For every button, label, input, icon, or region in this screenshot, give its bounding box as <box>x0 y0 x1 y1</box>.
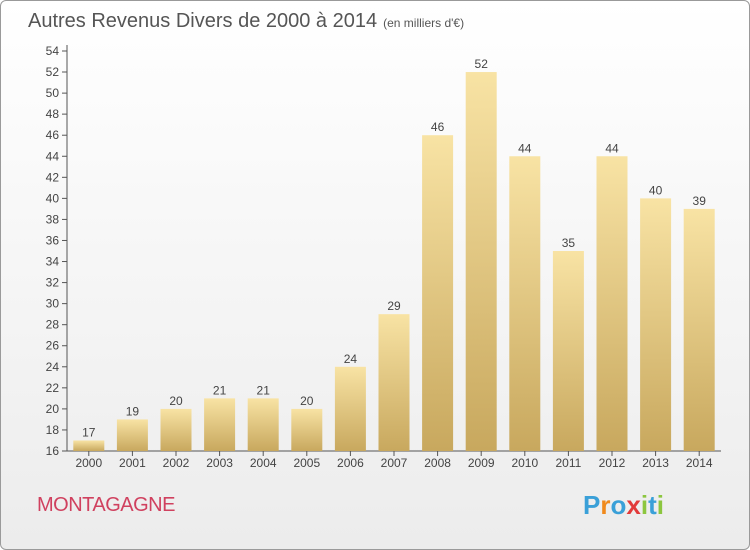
x-tick-label: 2007 <box>381 456 408 470</box>
bar <box>160 408 192 451</box>
y-tick-label: 44 <box>46 149 60 163</box>
logo-letter: i <box>656 490 664 520</box>
x-tick-label: 2011 <box>555 456 581 470</box>
bar <box>378 314 410 451</box>
data-label: 20 <box>300 394 314 408</box>
y-tick-label: 50 <box>46 86 60 100</box>
x-tick-label: 2010 <box>511 456 538 470</box>
bar <box>683 208 715 451</box>
y-tick-label: 34 <box>46 255 60 269</box>
x-tick-label: 2012 <box>599 456 626 470</box>
logo-letter: o <box>610 490 627 520</box>
logo-letter: r <box>600 490 611 520</box>
y-tick-label: 18 <box>46 423 60 437</box>
x-tick-label: 2008 <box>424 456 451 470</box>
y-tick-label: 40 <box>46 191 60 205</box>
bar <box>465 72 497 451</box>
data-label: 19 <box>126 404 140 418</box>
y-tick-label: 36 <box>46 233 60 247</box>
bar <box>509 156 541 451</box>
logo-letter: P <box>583 490 601 520</box>
data-label: 29 <box>387 299 401 313</box>
x-tick-label: 2009 <box>468 456 495 470</box>
bar <box>640 198 672 451</box>
y-tick-label: 54 <box>46 44 60 58</box>
data-label: 21 <box>213 383 227 397</box>
x-tick-label: 2001 <box>119 456 146 470</box>
x-tick-label: 2005 <box>293 456 320 470</box>
commune-name: MONTAGAGNE <box>37 494 175 516</box>
bar <box>596 156 628 451</box>
x-tick-label: 2014 <box>686 456 713 470</box>
x-tick-label: 2003 <box>206 456 233 470</box>
data-label: 35 <box>562 236 576 250</box>
logo-letter: x <box>626 490 641 520</box>
data-label: 24 <box>344 352 358 366</box>
y-tick-label: 28 <box>46 318 60 332</box>
data-label: 40 <box>649 183 663 197</box>
data-label: 20 <box>169 394 183 408</box>
y-tick-label: 24 <box>46 360 60 374</box>
title-text: Autres Revenus Divers de 2000 à 2014 <box>28 10 378 32</box>
data-label: 46 <box>431 120 445 134</box>
logo-letter: t <box>648 490 657 520</box>
x-tick-label: 2013 <box>642 456 669 470</box>
y-tick-label: 42 <box>46 170 60 184</box>
bar <box>204 398 236 451</box>
data-label: 39 <box>693 194 707 208</box>
bar <box>291 408 323 451</box>
y-tick-label: 22 <box>46 381 60 395</box>
y-tick-label: 26 <box>46 339 60 353</box>
y-tick-label: 46 <box>46 128 60 142</box>
x-tick-label: 2006 <box>337 456 364 470</box>
x-tick-label: 2000 <box>75 456 102 470</box>
x-tick-label: 2002 <box>163 456 190 470</box>
bar <box>552 251 584 451</box>
bar <box>247 398 279 451</box>
y-tick-label: 48 <box>46 107 60 121</box>
data-label: 17 <box>82 425 96 439</box>
x-tick-label: 2004 <box>250 456 277 470</box>
y-tick-label: 32 <box>46 276 60 290</box>
y-tick-label: 52 <box>46 65 60 79</box>
y-tick-label: 20 <box>46 402 60 416</box>
data-label: 21 <box>257 383 271 397</box>
proxiti-logo: Proxiti <box>583 490 664 521</box>
bar <box>73 440 105 451</box>
bar <box>334 366 366 451</box>
y-tick-label: 16 <box>46 444 60 458</box>
data-label: 44 <box>605 141 619 155</box>
data-label: 44 <box>518 141 532 155</box>
y-tick-label: 38 <box>46 212 60 226</box>
chart-title: Autres Revenus Divers de 2000 à 2014 (en … <box>28 10 464 33</box>
y-tick-label: 30 <box>46 297 60 311</box>
data-label: 52 <box>475 57 489 71</box>
logo-letter: i <box>640 490 649 520</box>
bar <box>422 135 454 452</box>
bar <box>116 419 148 451</box>
unit-label: (en milliers d'€) <box>383 16 465 30</box>
